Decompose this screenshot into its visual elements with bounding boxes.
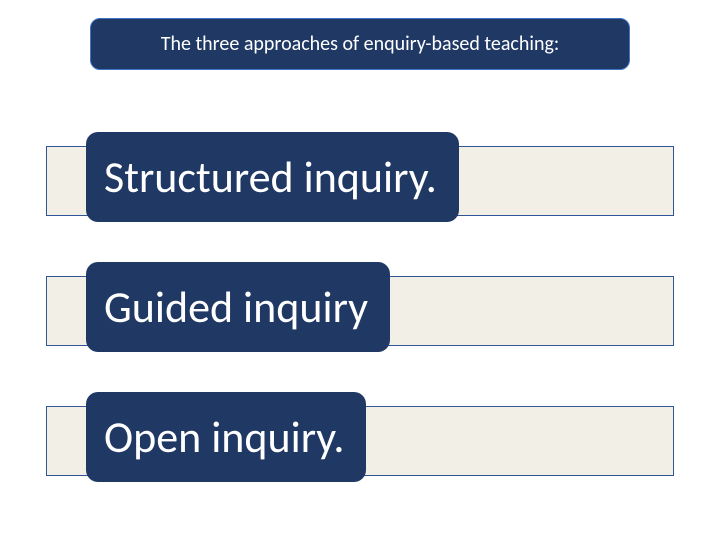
approach-pill: Structured inquiry. [86,132,459,222]
approach-row: Guided inquiry [46,262,674,356]
approach-row: Structured inquiry. [46,132,674,226]
header-box: The three approaches of enquiry-based te… [90,18,630,70]
approach-label: Guided inquiry [104,280,368,334]
approach-label: Structured inquiry. [104,150,437,204]
approach-pill: Open inquiry. [86,392,366,482]
approach-pill: Guided inquiry [86,262,390,352]
approach-row: Open inquiry. [46,392,674,486]
header-text: The three approaches of enquiry-based te… [161,32,559,56]
approach-label: Open inquiry. [104,410,344,464]
